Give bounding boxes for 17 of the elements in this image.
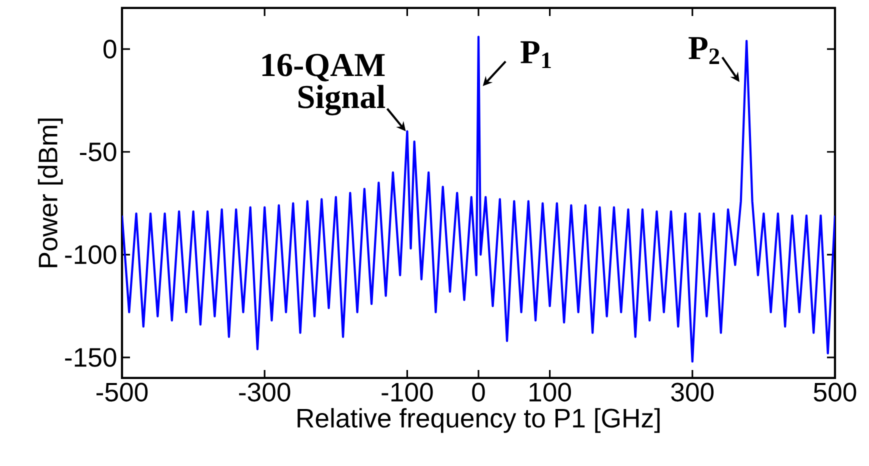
x-tick-label: 500 [814,382,856,402]
x-tick-label: -500 [96,382,148,402]
x-tick-label: -300 [239,382,290,402]
line-series [122,36,835,363]
annotation: 16-QAM Signal [262,54,386,116]
x-tick-label: -100 [382,382,433,402]
y-tick-label: -100 [65,245,116,264]
y-tick-label: 0 [104,40,116,59]
annotation: P$_{2}$ [688,37,720,64]
y-tick-label: -50 [80,142,116,162]
annotation: P$_{1}$ [520,41,551,68]
x-tick-label: 100 [530,382,571,402]
y-tick-label: -150 [65,348,116,367]
y-axis-title: Power [dBm] [38,118,63,268]
x-tick-label: 300 [671,382,714,402]
x-tick-label: 0 [472,382,485,402]
x-axis-title: Relative frequency to P1 [GHz] [298,408,660,433]
